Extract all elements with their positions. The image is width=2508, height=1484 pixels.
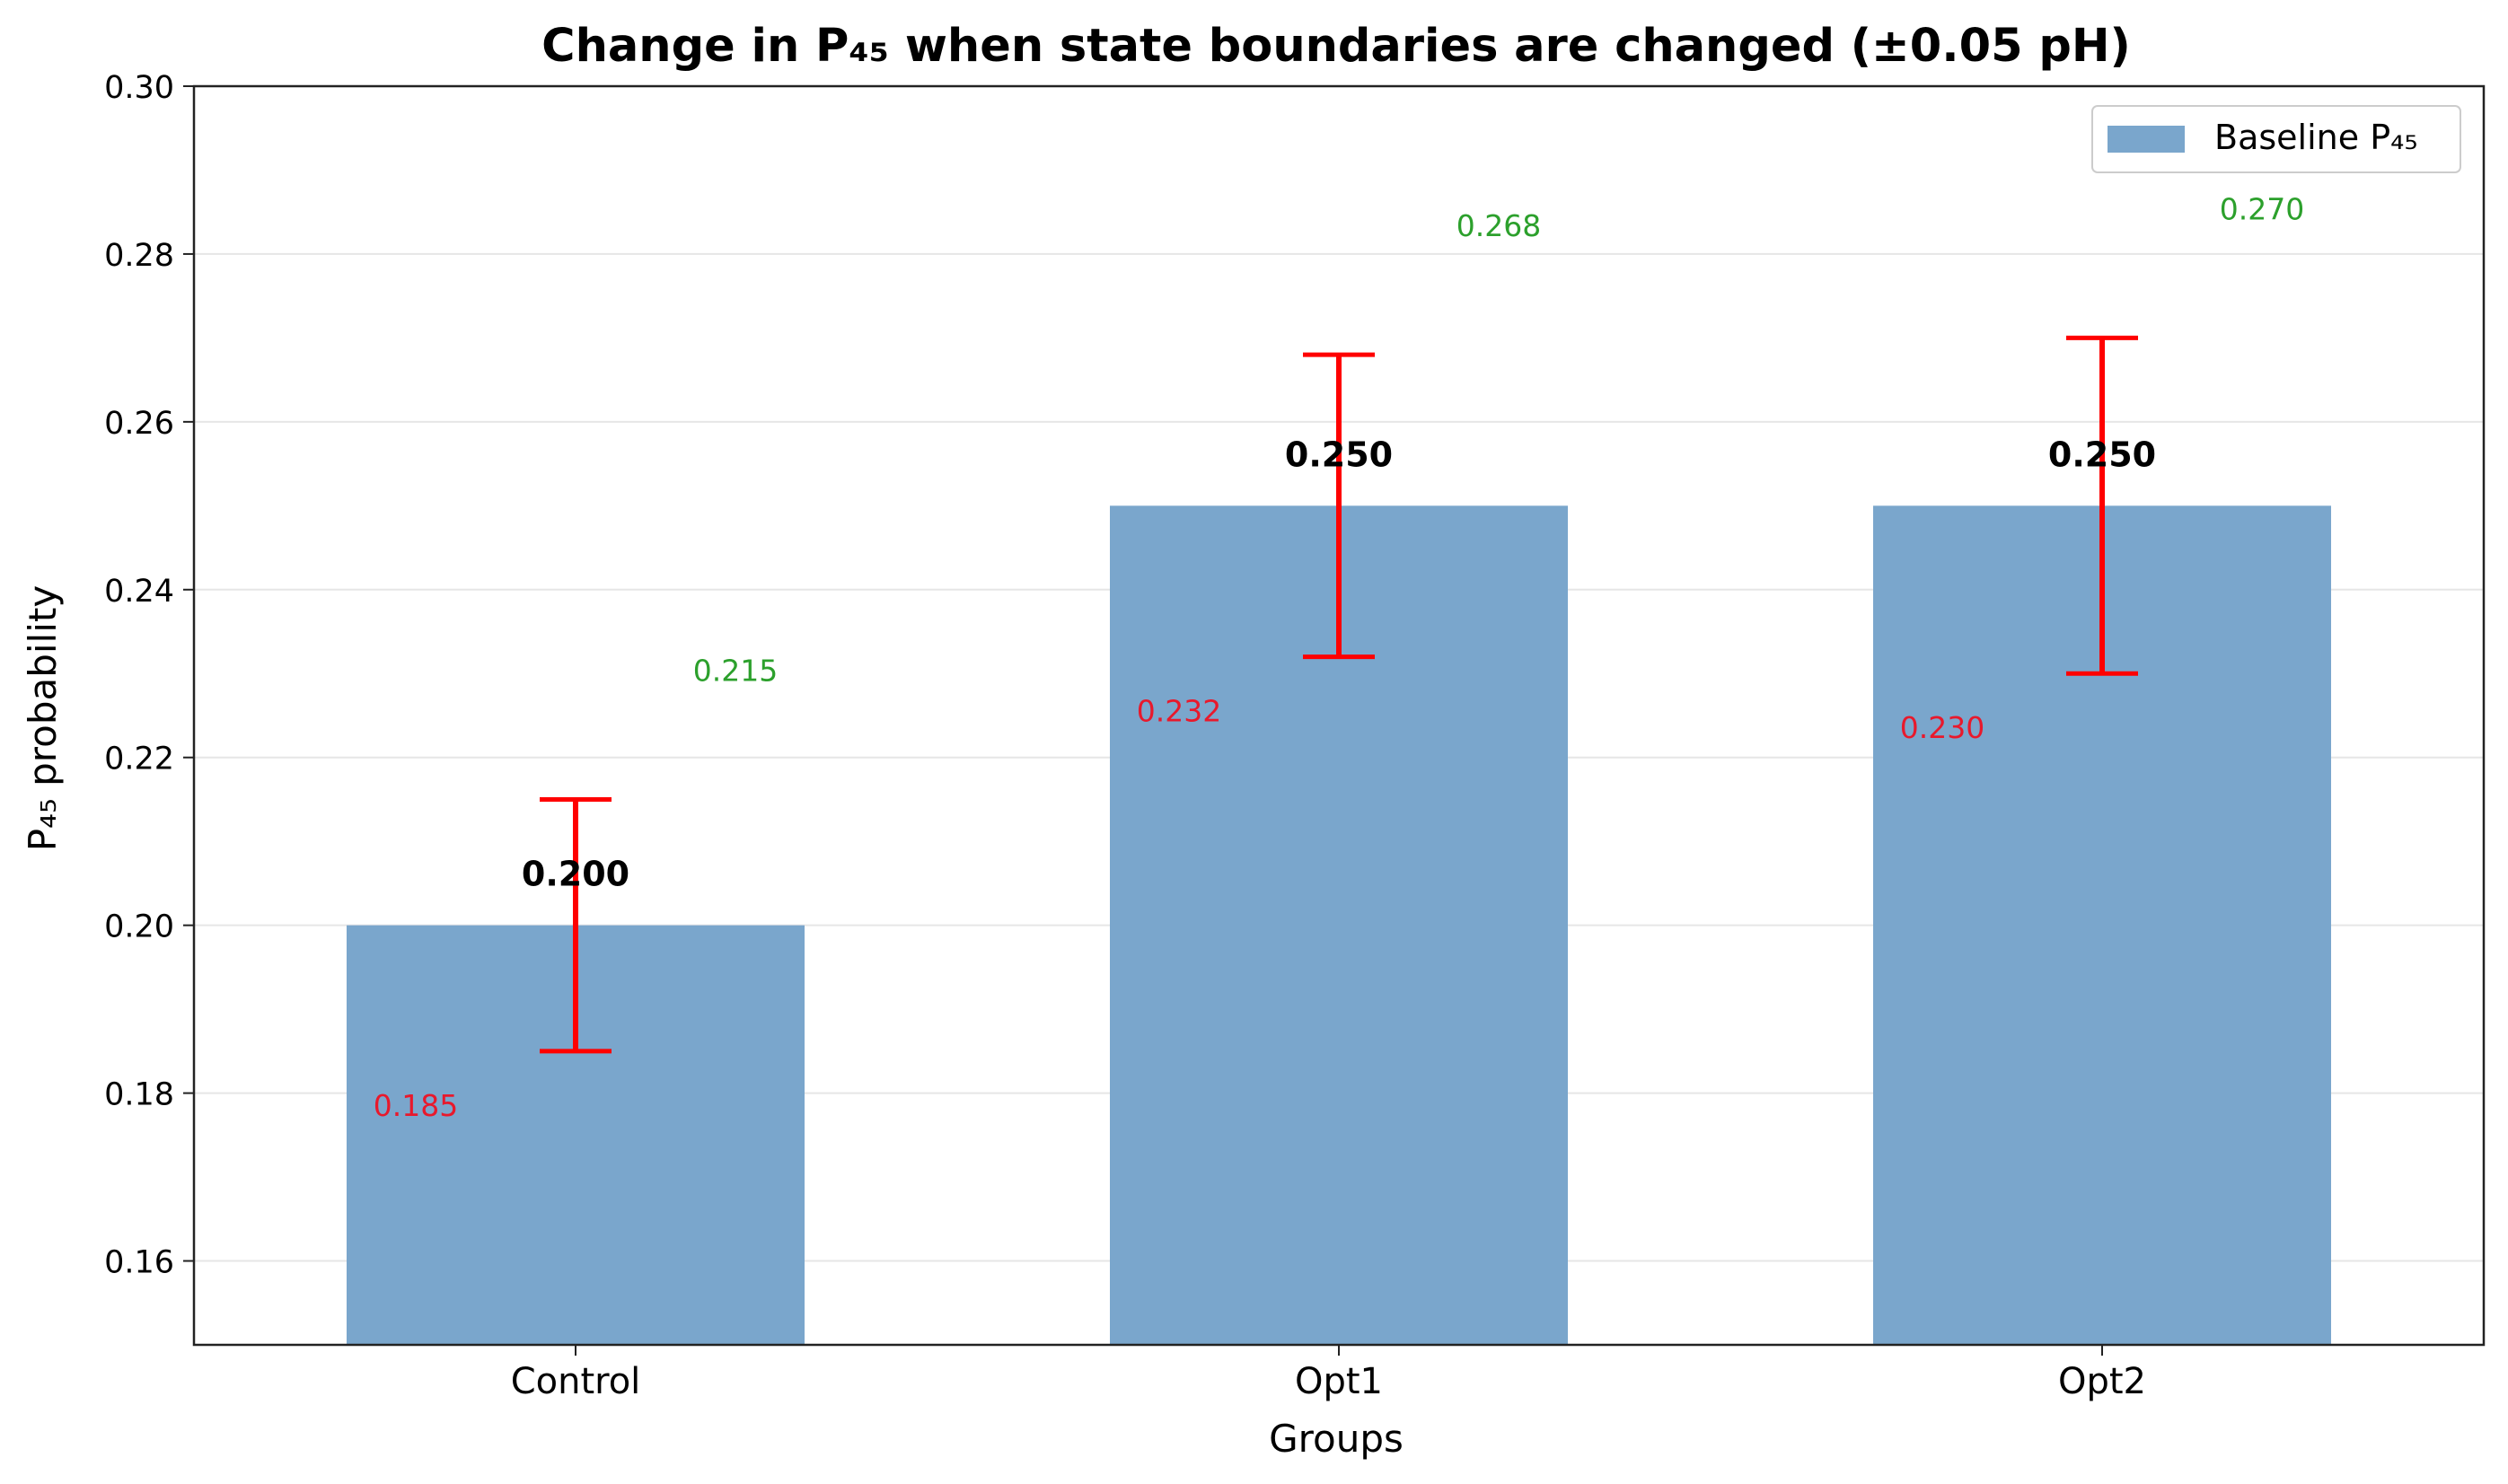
value-label-opt2: 0.250	[2048, 435, 2156, 474]
data-labels: 0.200 0.215 0.185 0.250 0.268 0.232 0.250 0.270…	[374, 192, 2304, 1123]
value-label-opt1: 0.250	[1285, 435, 1393, 474]
x-tick-label-opt1: Opt1	[1295, 1361, 1383, 1402]
legend-entry-baseline: Baseline P₄₅	[2214, 118, 2418, 157]
value-label-control: 0.200	[522, 855, 629, 894]
x-axis-label: Groups	[1269, 1417, 1404, 1461]
high-label-opt1: 0.268	[1456, 208, 1541, 243]
y-axis-label: P₄₅ probability	[21, 585, 65, 851]
legend-box	[2091, 105, 2461, 173]
y-axis: 0.16 0.18 0.20 0.22 0.24 0.26 0.28 0.30	[104, 70, 194, 1281]
low-label-control: 0.185	[374, 1088, 458, 1123]
low-label-opt1: 0.232	[1137, 693, 1221, 728]
high-label-opt2: 0.270	[2220, 192, 2304, 227]
y-tick-label-0.16: 0.16	[104, 1245, 174, 1281]
chart-title: Change in P₄₅ when state boundaries are …	[541, 20, 2131, 73]
y-tick-label-0.30: 0.30	[104, 70, 174, 106]
y-tick-label-0.22: 0.22	[104, 742, 174, 777]
y-tick-label-0.18: 0.18	[104, 1077, 174, 1113]
low-label-opt2: 0.230	[1900, 710, 1984, 745]
y-tick-label-0.28: 0.28	[104, 238, 174, 274]
x-tick-label-opt2: Opt2	[2058, 1361, 2146, 1402]
legend: Baseline P₄₅	[2091, 105, 2461, 173]
error-bars	[540, 335, 2138, 1054]
y-tick-label-0.26: 0.26	[104, 406, 174, 442]
high-label-control: 0.215	[693, 654, 778, 689]
x-axis: Control Opt1 Opt2	[511, 1345, 2146, 1402]
legend-swatch	[2108, 126, 2185, 153]
x-tick-label-control: Control	[511, 1361, 641, 1402]
y-tick-label-0.20: 0.20	[104, 909, 174, 945]
y-tick-label-0.24: 0.24	[104, 574, 174, 610]
